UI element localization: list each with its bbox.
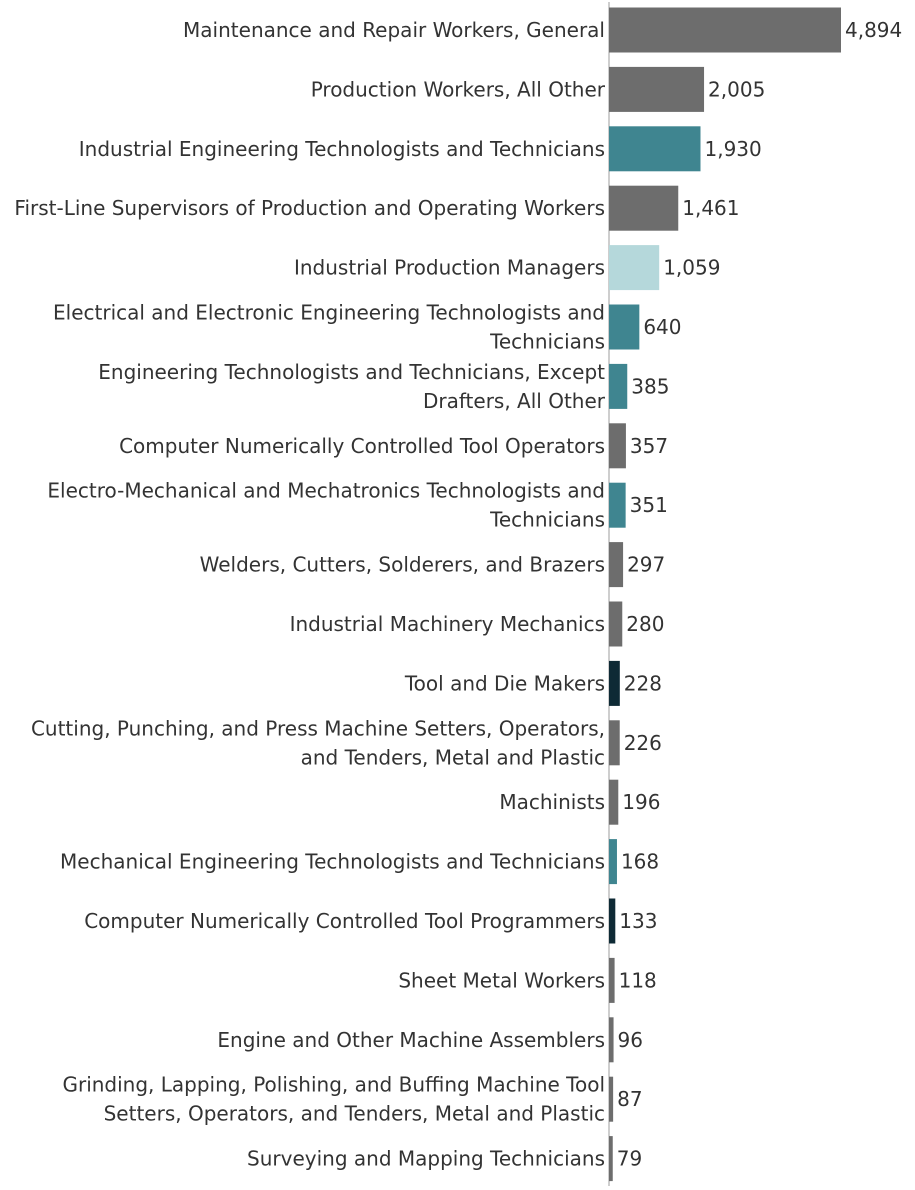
- value-label-1: 2,005: [708, 77, 765, 101]
- bar-18: [609, 1076, 614, 1122]
- bar-19: [609, 1136, 613, 1182]
- category-label-16: Sheet Metal Workers: [398, 968, 605, 992]
- value-label-5: 640: [643, 315, 681, 339]
- category-label-10: Industrial Machinery Mechanics: [290, 612, 605, 636]
- value-label-19: 79: [617, 1147, 642, 1171]
- value-label-10: 280: [626, 612, 664, 636]
- value-label-16: 118: [619, 968, 657, 992]
- category-label-1: Production Workers, All Other: [311, 77, 606, 101]
- value-label-7: 357: [630, 434, 668, 458]
- value-label-18: 87: [617, 1087, 642, 1111]
- category-label-5-line-1: Technicians: [489, 330, 605, 354]
- bar-10: [609, 601, 623, 647]
- bar-15: [609, 898, 616, 944]
- bar-6: [609, 363, 628, 409]
- bar-0: [609, 7, 841, 53]
- value-label-15: 133: [619, 909, 657, 933]
- category-label-19: Surveying and Mapping Technicians: [247, 1147, 605, 1171]
- value-label-3: 1,461: [682, 196, 739, 220]
- category-label-17: Engine and Other Machine Assemblers: [217, 1028, 605, 1052]
- category-label-7: Computer Numerically Controlled Tool Ope…: [119, 434, 605, 458]
- category-label-5-line-0: Electrical and Electronic Engineering Te…: [53, 301, 605, 325]
- bar-4: [609, 245, 660, 291]
- category-label-8-line-1: Technicians: [489, 508, 605, 532]
- value-label-0: 4,894: [845, 18, 902, 42]
- bar-7: [609, 423, 626, 469]
- category-label-2: Industrial Engineering Technologists and…: [79, 137, 605, 161]
- value-label-17: 96: [618, 1028, 643, 1052]
- bar-8: [609, 482, 626, 528]
- category-label-14: Mechanical Engineering Technologists and…: [60, 850, 605, 874]
- category-label-18-line-1: Setters, Operators, and Tenders, Metal a…: [104, 1102, 605, 1126]
- bars-layer: [608, 2, 841, 1186]
- category-label-12-line-0: Cutting, Punching, and Press Machine Set…: [31, 716, 605, 740]
- category-label-3: First-Line Supervisors of Production and…: [14, 196, 605, 220]
- value-label-6: 385: [631, 374, 669, 398]
- category-label-9: Welders, Cutters, Solderers, and Brazers: [200, 553, 605, 577]
- value-label-11: 228: [624, 671, 662, 695]
- category-label-6-line-1: Drafters, All Other: [423, 389, 606, 413]
- bar-3: [609, 185, 679, 231]
- bar-17: [609, 1017, 614, 1063]
- value-label-9: 297: [627, 553, 665, 577]
- bar-16: [609, 957, 615, 1003]
- value-label-4: 1,059: [663, 256, 720, 280]
- value-label-13: 196: [622, 790, 660, 814]
- category-label-4: Industrial Production Managers: [294, 256, 605, 280]
- bar-12: [609, 720, 620, 766]
- bar-11: [609, 660, 620, 706]
- bar-14: [609, 839, 617, 885]
- bar-13: [609, 779, 619, 825]
- bar-1: [609, 66, 705, 112]
- category-label-11: Tool and Die Makers: [404, 671, 605, 695]
- value-label-8: 351: [630, 493, 668, 517]
- category-label-0: Maintenance and Repair Workers, General: [183, 18, 605, 42]
- category-label-12-line-1: and Tenders, Metal and Plastic: [301, 745, 605, 769]
- category-label-8-line-0: Electro-Mechanical and Mechatronics Tech…: [47, 479, 605, 503]
- category-label-18-line-0: Grinding, Lapping, Polishing, and Buffin…: [62, 1073, 605, 1097]
- bar-2: [609, 126, 701, 172]
- category-label-13: Machinists: [499, 790, 605, 814]
- category-label-6-line-0: Engineering Technologists and Technician…: [98, 360, 605, 384]
- value-label-14: 168: [621, 850, 659, 874]
- value-label-2: 1,930: [704, 137, 761, 161]
- value-label-12: 226: [624, 731, 662, 755]
- bar-9: [609, 542, 624, 588]
- category-label-15: Computer Numerically Controlled Tool Pro…: [84, 909, 605, 933]
- labels-layer: 4,894 Maintenance and Repair Workers, Gen…: [14, 18, 902, 1171]
- bar-5: [609, 304, 640, 350]
